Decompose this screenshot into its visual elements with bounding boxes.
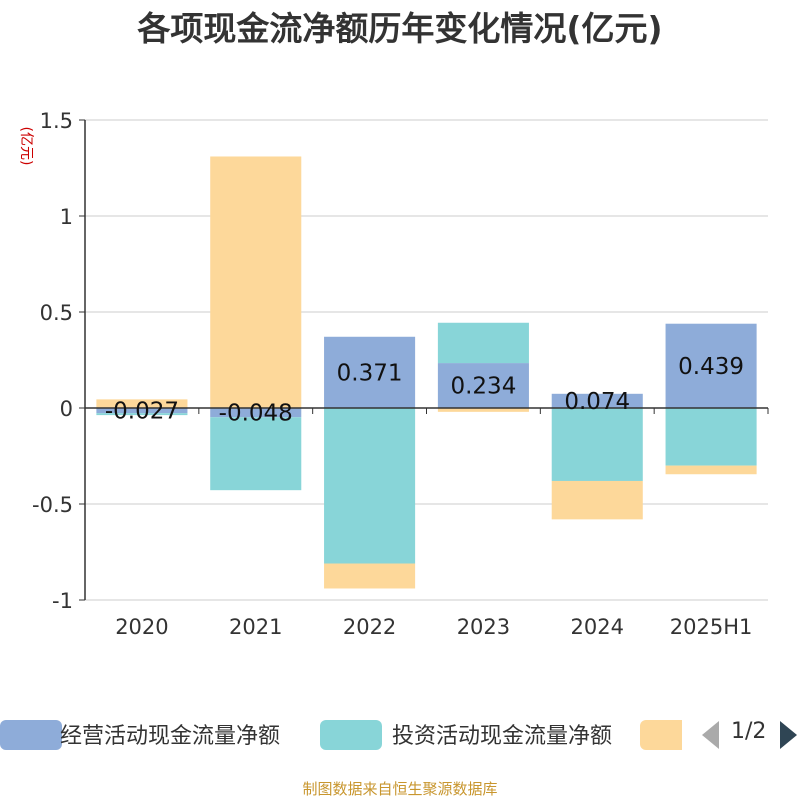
y-tick-label: 0: [60, 397, 73, 421]
bar-operating-2021: [210, 408, 302, 418]
y-tick-label: 1.5: [40, 109, 73, 133]
legend-page-indicator: 1/2: [731, 719, 767, 744]
bar-operating-2024: [551, 393, 643, 408]
bar-financing-2020: [96, 399, 188, 408]
bar-operating-2023: [437, 363, 529, 408]
bar-financing-2023: [437, 408, 529, 412]
bar-operating-2020: [96, 408, 188, 414]
data-label: 0.439: [678, 354, 744, 380]
bar-investing-2024: [551, 408, 643, 481]
bar-financing-2021: [210, 156, 302, 408]
y-tick-label: 1: [60, 205, 73, 229]
y-tick-label: 0.5: [40, 301, 73, 325]
y-axis-unit: (亿元): [18, 127, 34, 166]
bar-operating-2022: [324, 336, 416, 408]
triangle-right-icon[interactable]: [780, 721, 797, 749]
source-note: 制图数据来自恒生聚源数据库: [302, 780, 498, 798]
x-tick-label: 2025H1: [670, 615, 753, 639]
data-label: -0.027: [105, 399, 179, 425]
x-tick-label: 2024: [571, 615, 624, 639]
x-tick-label: 2023: [457, 615, 510, 639]
x-tick-label: 2022: [343, 615, 396, 639]
data-label: 0.074: [564, 389, 630, 415]
bar-investing-2021: [210, 417, 302, 491]
legend: 经营活动现金流量净额 投资活动现金流量净额 1/2: [0, 712, 800, 758]
bar-investing-2023: [437, 322, 529, 364]
data-label: 0.234: [450, 374, 516, 400]
data-label: 0.371: [337, 360, 403, 386]
bar-financing-2025H1: [665, 465, 757, 475]
bar-financing-2024: [551, 480, 643, 520]
legend-label-operating[interactable]: 经营活动现金流量净额: [60, 724, 281, 749]
legend-swatch-investing[interactable]: [320, 720, 382, 750]
legend-swatch-operating[interactable]: [0, 720, 62, 750]
x-tick-label: 2021: [229, 615, 282, 639]
x-tick-label: 2020: [115, 615, 168, 639]
bar-financing-2022: [324, 563, 416, 589]
y-tick-label: -1: [52, 589, 73, 613]
triangle-left-icon[interactable]: [702, 721, 719, 749]
bar-investing-2022: [324, 408, 416, 564]
legend-label-investing[interactable]: 投资活动现金流量净额: [392, 724, 613, 749]
legend-swatch-financing[interactable]: [640, 720, 682, 750]
y-tick-label: -0.5: [32, 493, 73, 517]
bar-investing-2025H1: [665, 408, 757, 466]
data-label: -0.048: [219, 401, 293, 427]
chart-title: 各项现金流净额历年变化情况(亿元): [137, 9, 663, 48]
bar-investing-2020: [96, 413, 188, 416]
chart-plot: 1.5 1 0.5 0 -0.5 -1 2020 2021 2022 2023 2024 2025H1…: [18, 109, 769, 639]
bar-operating-2025H1: [665, 323, 757, 408]
